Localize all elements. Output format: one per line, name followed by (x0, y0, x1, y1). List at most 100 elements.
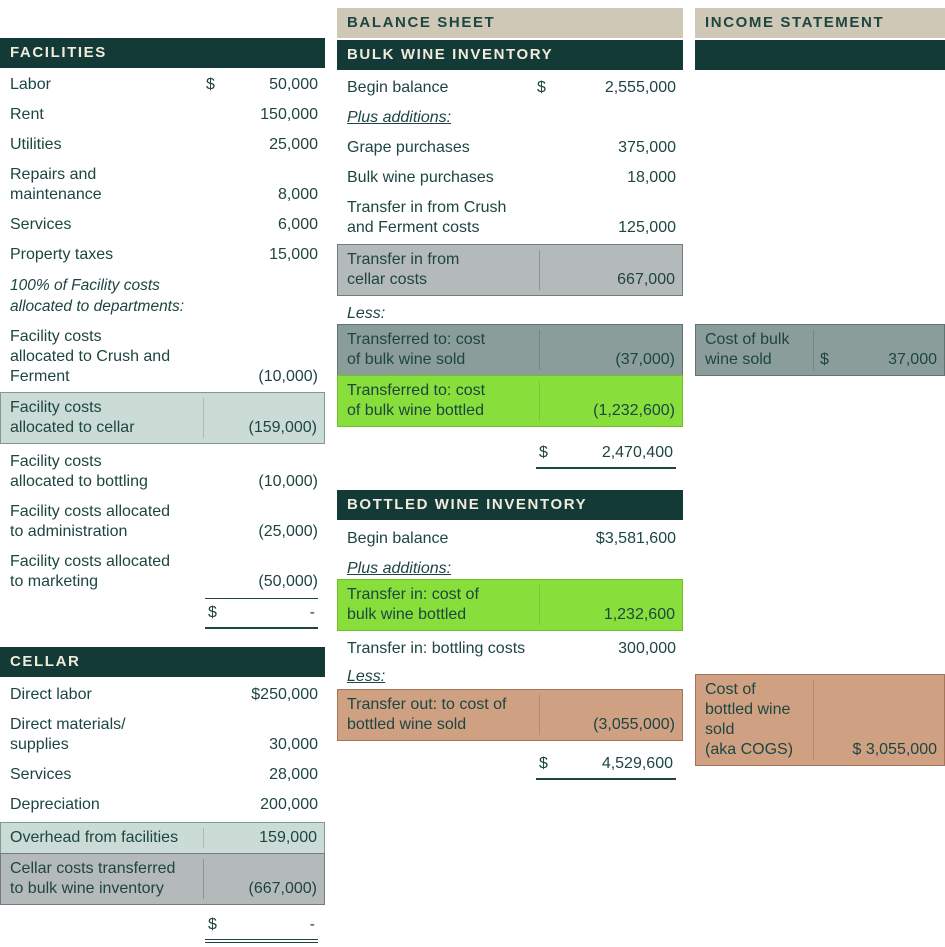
row-amount: 200,000 (260, 796, 318, 813)
less-label: Less: (347, 305, 386, 322)
highlight-row-facility-to-cellar: Facility costs allocated to cellar (159,… (0, 392, 325, 444)
row-label: Grape purchases (347, 139, 470, 156)
table-row: Property taxes 15,000 (0, 245, 325, 265)
facilities-total-row: $ - (0, 598, 325, 629)
row-label: Services (10, 216, 72, 233)
row-amount: (3,055,000) (593, 716, 675, 733)
highlight-row-transfer-in-bulk-wine-bottled: Transfer in: cost of bulk wine bottled 1… (337, 579, 683, 631)
total-amount: $ - (205, 598, 318, 629)
row-amount: 2,555,000 (604, 79, 676, 96)
note-text: 100% of Facility costs allocated to depa… (10, 277, 185, 315)
row-value: 300,000 (537, 639, 676, 659)
currency-sign: $ (539, 444, 548, 461)
row-amount: (667,000) (248, 880, 318, 897)
currency-sign: $ (206, 76, 215, 93)
row-label: Direct materials/ supplies (10, 716, 126, 753)
total-amount: $ - (205, 911, 318, 943)
plus-additions-label-row: Plus additions: (337, 559, 683, 579)
table-row: Facility costs allocated to administrati… (0, 502, 325, 542)
row-amount: 30,000 (269, 736, 318, 753)
row-label: Overhead from facilities (10, 829, 179, 846)
currency-sign: $ (539, 755, 548, 772)
row-amount: 15,000 (269, 246, 318, 263)
row-label: Begin balance (347, 79, 449, 96)
plus-additions-label: Plus additions: (347, 560, 452, 577)
table-row: Direct labor $250,000 (0, 685, 325, 705)
cellar-total-row: $ - (0, 911, 325, 943)
row-label: Facility costs allocated to administrati… (10, 503, 171, 540)
row-label: Transfer in: bottling costs (347, 640, 526, 657)
total-amount: $2,470,400 (536, 439, 676, 469)
row-label: Transfer in: cost of bulk wine bottled (347, 586, 479, 623)
middle-column: BALANCE SHEET BULK WINE INVENTORY Begin … (337, 0, 683, 943)
highlight-row-transferred-to-bulk-wine-bottled: Transferred to: cost of bulk wine bottle… (337, 375, 683, 427)
row-value: 1,232,600 (539, 585, 682, 625)
row-amount: $3,581,600 (595, 530, 676, 547)
bulk-wine-inventory-header: BULK WINE INVENTORY (337, 40, 683, 70)
row-value: 30,000 (206, 735, 318, 755)
row-value: 25,000 (206, 135, 318, 155)
table-row: Grape purchases 375,000 (337, 138, 683, 158)
less-label: Less: (347, 668, 386, 685)
row-label: Cellar costs transferred to bulk wine in… (10, 860, 176, 897)
row-value: (10,000) (206, 367, 318, 387)
row-amount: (1,232,600) (593, 402, 675, 419)
row-amount: 300,000 (618, 640, 676, 657)
table-row: Begin balance $2,555,000 (337, 78, 683, 98)
bottled-wine-inventory-header: BOTTLED WINE INVENTORY (337, 490, 683, 520)
row-label: Bulk wine purchases (347, 169, 494, 186)
row-amount: 375,000 (618, 139, 676, 156)
total-value: 2,470,400 (601, 444, 673, 461)
bulk-wine-total-row: $2,470,400 (337, 439, 683, 469)
row-amount: $250,000 (251, 686, 318, 703)
row-value: (3,055,000) (539, 695, 682, 735)
row-value: 125,000 (537, 218, 676, 238)
table-row: Transfer in from Crush and Ferment costs… (337, 198, 683, 238)
row-amount: 1,232,600 (603, 606, 675, 623)
row-value: 6,000 (206, 215, 318, 235)
row-amount: 50,000 (269, 76, 318, 93)
table-row: Transfer in: bottling costs 300,000 (337, 639, 683, 659)
row-value: 28,000 (206, 765, 318, 785)
row-amount: 159,000 (259, 829, 317, 846)
table-row: Begin balance $3,581,600 (337, 529, 683, 549)
allocation-note: 100% of Facility costs allocated to depa… (0, 275, 325, 317)
table-row: Facility costs allocated to Crush and Fe… (0, 327, 325, 387)
less-label-row: Less: (337, 304, 683, 324)
row-label: Facility costs allocated to bottling (10, 453, 148, 490)
row-amount: (25,000) (258, 523, 318, 540)
balance-sheet-header: BALANCE SHEET (337, 8, 683, 38)
left-column: FACILITIES Labor $50,000 Rent 150,000 Ut… (0, 0, 325, 943)
table-row: Rent 150,000 (0, 105, 325, 125)
highlight-row-cost-of-bulk-wine-sold: Cost of bulk wine sold $37,000 (695, 324, 945, 376)
facilities-header: FACILITIES (0, 38, 325, 68)
table-row: Depreciation 200,000 (0, 795, 325, 815)
row-label: Direct labor (10, 686, 92, 703)
row-label: Transfer in from cellar costs (347, 251, 460, 288)
highlight-row-cellar-costs-transferred: Cellar costs transferred to bulk wine in… (0, 853, 325, 905)
row-value: 15,000 (206, 245, 318, 265)
row-amount: 28,000 (269, 766, 318, 783)
row-amount: 8,000 (277, 186, 318, 203)
currency-sign: $ (208, 916, 217, 933)
row-value: $250,000 (206, 685, 318, 705)
row-label: Utilities (10, 136, 62, 153)
row-value: $3,581,600 (537, 529, 676, 549)
row-amount: (50,000) (258, 573, 318, 590)
row-value: 18,000 (537, 168, 676, 188)
row-label: Transferred to: cost of bulk wine sold (347, 331, 486, 368)
total-value: - (309, 916, 315, 933)
right-column: INCOME STATEMENT Cost of bulk wine sold … (695, 0, 945, 943)
row-label: Transferred to: cost of bulk wine bottle… (347, 382, 486, 419)
row-label: Property taxes (10, 246, 114, 263)
plus-additions-label: Plus additions: (347, 109, 452, 126)
facilities-table: FACILITIES Labor $50,000 Rent 150,000 Ut… (0, 38, 325, 629)
total-amount: $4,529,600 (536, 750, 676, 780)
row-label: Transfer out: to cost of bottled wine so… (347, 696, 507, 733)
row-label: Cost of bulk wine sold (705, 331, 790, 368)
row-amount: 37,000 (888, 351, 937, 368)
table-row: Services 6,000 (0, 215, 325, 235)
row-amount: 6,000 (277, 216, 318, 233)
total-value: 4,529,600 (601, 755, 673, 772)
